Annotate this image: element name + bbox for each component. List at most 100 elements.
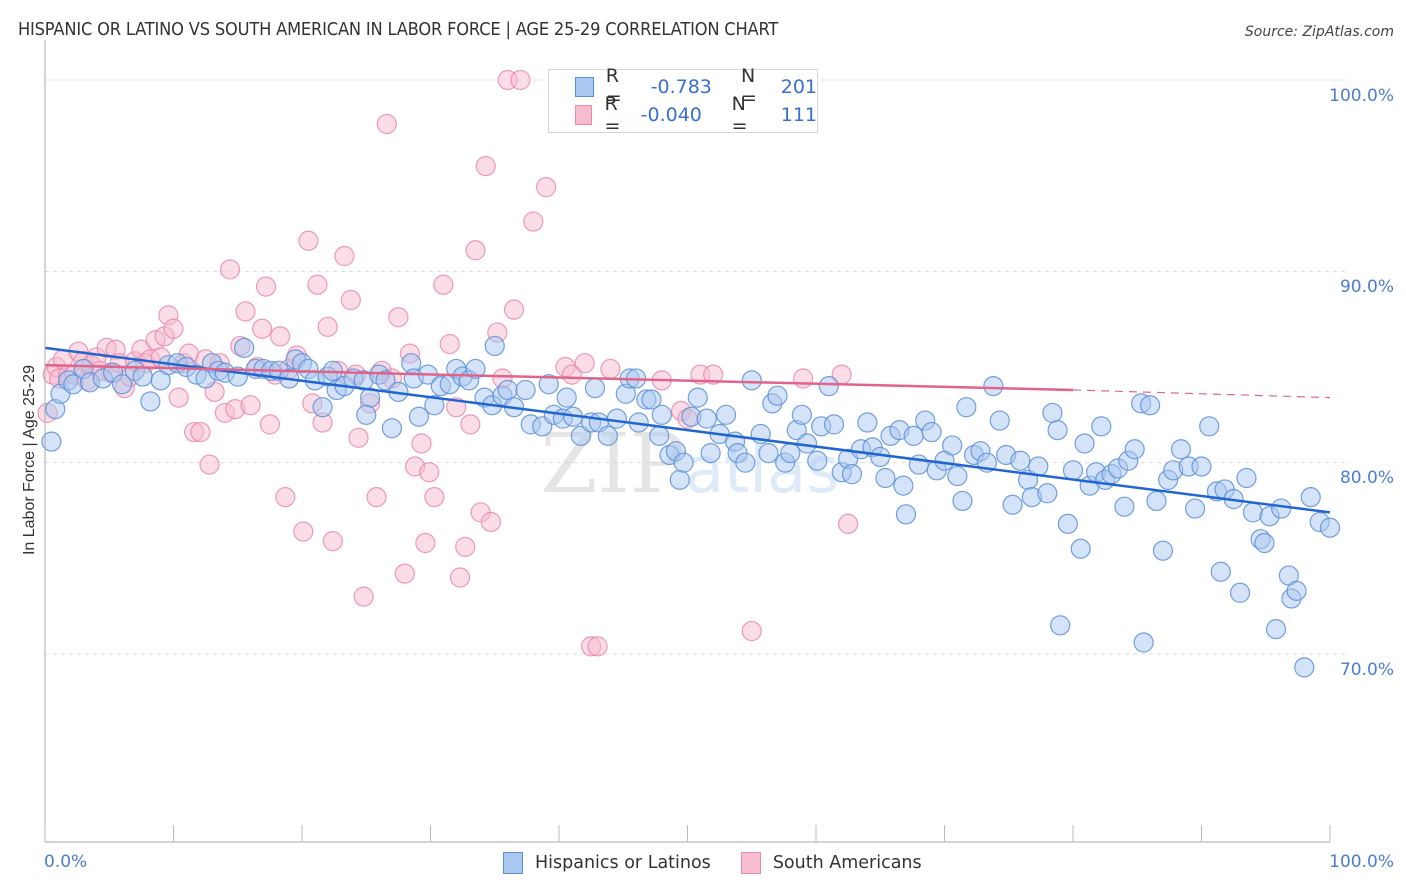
data-point: [41, 431, 62, 452]
data-point: [515, 379, 536, 401]
data-point: [767, 385, 788, 406]
data-point: [465, 240, 486, 261]
data-point: [356, 404, 377, 425]
data-point: [780, 443, 801, 464]
legend-label: South Americans: [772, 853, 922, 873]
y-tick-label: 100.0%: [1329, 86, 1394, 106]
data-point: [394, 563, 415, 584]
data-point: [641, 389, 662, 410]
data-point: [921, 421, 942, 443]
axes: [44, 40, 1331, 843]
data-point: [455, 536, 476, 557]
data-point: [1236, 467, 1257, 489]
data-point: [807, 450, 828, 471]
data-point: [538, 374, 559, 395]
source-label: Source: ZipAtlas.com: [1244, 24, 1394, 40]
data-point: [536, 177, 557, 198]
legend-swatch-blue: [503, 852, 523, 874]
trendline-south-americans-extension: [1072, 389, 1331, 399]
data-point: [480, 511, 501, 533]
data-point: [317, 316, 338, 337]
data-point: [651, 404, 672, 425]
data-point: [1133, 632, 1154, 653]
data-point: [741, 370, 762, 391]
data-point: [240, 395, 261, 416]
y-tick-label: 90.0%: [1339, 277, 1394, 297]
data-point: [956, 397, 977, 418]
data-point: [696, 408, 717, 429]
data-point: [1199, 416, 1220, 437]
data-point: [408, 406, 430, 427]
r-value: -0.783: [650, 76, 712, 98]
data-point: [293, 521, 314, 542]
data-point: [1152, 540, 1174, 561]
data-point: [838, 513, 859, 534]
legend-label: Hispanics or Latinos: [535, 853, 711, 873]
data-point: [1062, 460, 1084, 481]
legend-swatch-pink: [575, 105, 593, 125]
data-point: [460, 414, 481, 435]
legend-item-south-americans[interactable]: South Americans: [740, 852, 922, 874]
data-point: [199, 454, 220, 475]
data-point: [275, 487, 296, 508]
data-point: [415, 532, 436, 554]
data-point: [1210, 561, 1231, 582]
data-point: [1191, 456, 1212, 477]
data-point: [700, 443, 721, 464]
data-point: [735, 452, 756, 473]
y-tick-label: 70.0%: [1339, 660, 1394, 680]
legend-item-hispanics[interactable]: Hispanics or Latinos: [503, 852, 711, 874]
data-point: [348, 427, 369, 448]
data-point: [1242, 502, 1264, 523]
x-tick-label: 0.0%: [44, 852, 88, 872]
data-point: [597, 425, 618, 446]
data-point: [219, 259, 241, 280]
data-point: [140, 391, 161, 412]
data-point: [1010, 450, 1031, 471]
data-point: [419, 462, 440, 483]
data-point: [895, 504, 917, 525]
data-point: [1170, 439, 1192, 460]
data-point: [1184, 498, 1206, 519]
chart-title: HISPANIC OR LATINO VS SOUTH AMERICAN IN …: [18, 20, 779, 40]
data-point: [841, 464, 863, 485]
data-point: [574, 353, 595, 374]
r-label: R =: [604, 93, 621, 137]
data-point: [312, 397, 333, 418]
data-point: [793, 368, 814, 389]
data-point: [947, 465, 968, 487]
data-point: [334, 245, 355, 267]
data-point: [298, 230, 319, 251]
legend-row-south-americans: R = -0.040 N = 111: [575, 93, 817, 137]
data-point: [510, 69, 531, 91]
data-point: [1037, 483, 1058, 504]
data-point: [1057, 513, 1078, 534]
data-point: [1271, 498, 1292, 519]
data-point: [823, 414, 845, 435]
data-point: [1124, 439, 1145, 460]
data-point: [561, 364, 582, 385]
legend-swatch-pink: [740, 852, 761, 874]
data-point: [1002, 494, 1023, 515]
legend-swatch-blue: [575, 77, 594, 97]
data-point: [1265, 619, 1287, 640]
data-point: [497, 379, 518, 401]
data-point: [715, 404, 737, 425]
data-point: [1139, 395, 1161, 416]
data-point: [818, 376, 839, 397]
data-point: [600, 358, 621, 380]
data-point: [503, 299, 525, 320]
data-point: [1042, 402, 1063, 424]
data-point: [1286, 580, 1307, 601]
data-point: [307, 274, 328, 295]
data-point: [952, 490, 973, 512]
data-point: [375, 370, 396, 391]
y-tick-label: 80.0%: [1339, 468, 1394, 488]
data-point: [424, 487, 445, 508]
data-point: [163, 318, 184, 339]
data-point: [433, 274, 454, 295]
data-point: [234, 337, 255, 358]
data-point: [235, 301, 256, 322]
data-point: [523, 211, 544, 232]
